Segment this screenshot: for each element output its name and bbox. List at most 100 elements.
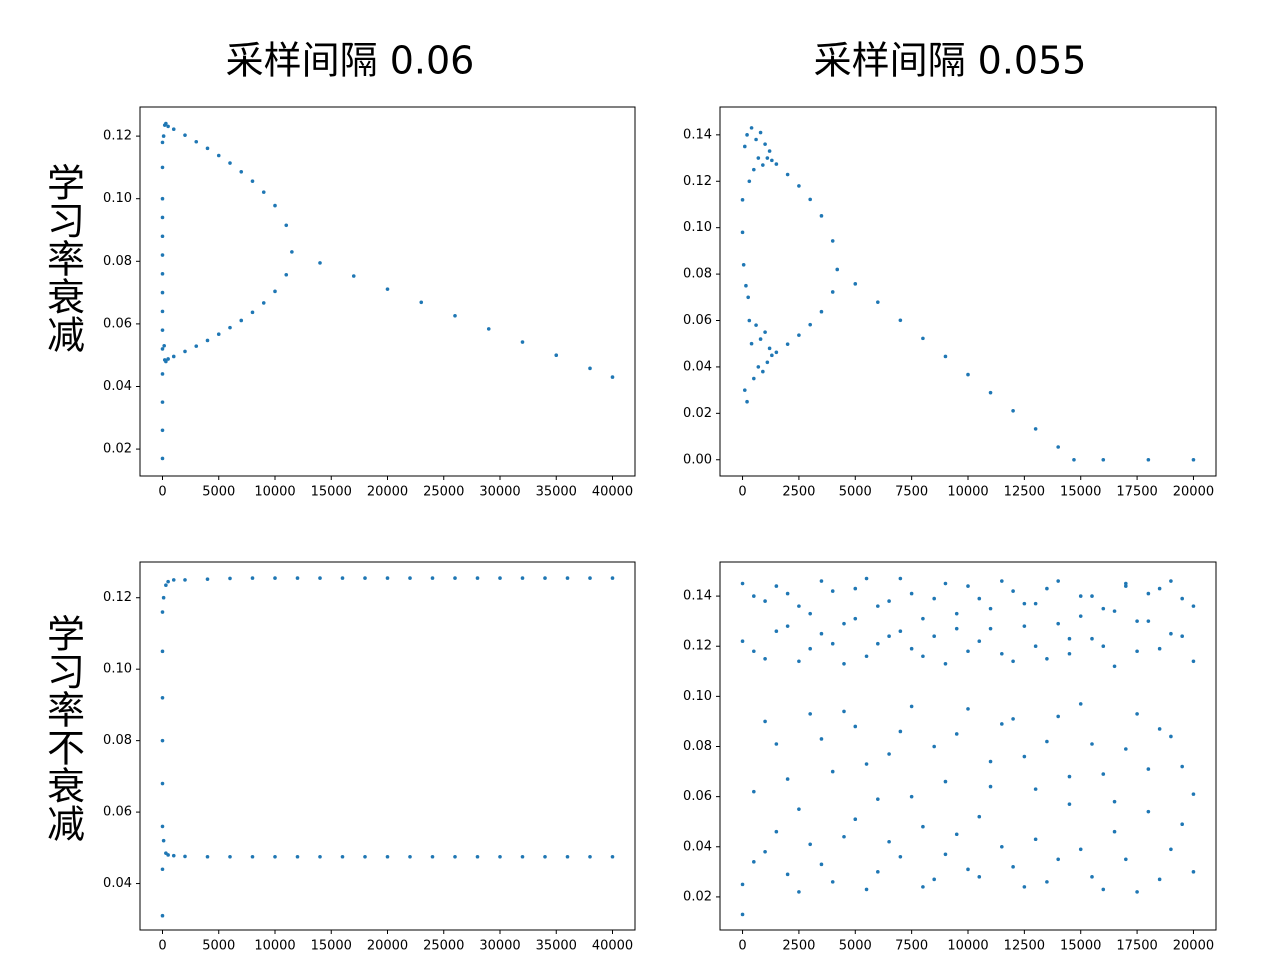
point bbox=[250, 576, 255, 580]
point bbox=[785, 777, 790, 781]
point bbox=[741, 263, 746, 267]
point bbox=[498, 854, 502, 859]
point bbox=[921, 654, 925, 659]
x-tick-label: 15000 bbox=[1060, 939, 1101, 954]
y-tick-label: 0.06 bbox=[103, 316, 132, 331]
point bbox=[520, 576, 525, 580]
point bbox=[876, 604, 880, 608]
point bbox=[954, 832, 959, 837]
point bbox=[988, 759, 993, 764]
point bbox=[385, 287, 390, 291]
point bbox=[408, 854, 412, 859]
y-tick-label: 0.08 bbox=[103, 254, 132, 269]
point bbox=[261, 301, 266, 305]
point bbox=[819, 737, 824, 741]
point bbox=[752, 789, 756, 794]
point bbox=[743, 388, 747, 392]
point bbox=[171, 578, 176, 582]
point bbox=[853, 586, 858, 591]
point bbox=[785, 591, 790, 596]
point bbox=[943, 354, 948, 359]
point bbox=[864, 762, 869, 766]
y-tick-label: 0.12 bbox=[683, 174, 712, 189]
point bbox=[318, 576, 322, 580]
point bbox=[1101, 772, 1106, 776]
y-tick-label: 0.14 bbox=[683, 127, 712, 142]
point bbox=[1191, 457, 1196, 462]
point bbox=[183, 578, 187, 582]
point bbox=[1033, 427, 1038, 431]
point bbox=[216, 153, 221, 158]
point bbox=[954, 626, 959, 631]
y-tick-label: 0.06 bbox=[683, 313, 712, 328]
point bbox=[171, 853, 176, 858]
x-tick-label: 7500 bbox=[895, 485, 928, 500]
point bbox=[228, 576, 232, 581]
point bbox=[1056, 445, 1060, 449]
point bbox=[758, 337, 763, 341]
y-tick-label: 0.02 bbox=[683, 889, 712, 904]
x-tick-label: 10000 bbox=[947, 485, 988, 500]
point bbox=[1067, 636, 1072, 641]
point bbox=[340, 576, 345, 580]
point bbox=[453, 576, 457, 580]
point bbox=[1191, 659, 1196, 664]
y-tick-label: 0.04 bbox=[683, 839, 712, 854]
y-tick-label: 0.10 bbox=[103, 191, 132, 206]
row-label: 学习率衰减 bbox=[41, 163, 85, 353]
point bbox=[160, 428, 165, 433]
point bbox=[898, 629, 903, 633]
point bbox=[842, 661, 846, 666]
point bbox=[160, 328, 165, 332]
x-tick-label: 10000 bbox=[947, 939, 988, 954]
point bbox=[898, 729, 903, 734]
point bbox=[543, 854, 547, 859]
point bbox=[1090, 636, 1094, 641]
point bbox=[740, 230, 745, 235]
point bbox=[909, 794, 914, 799]
point bbox=[160, 290, 165, 295]
point bbox=[932, 744, 936, 749]
point bbox=[261, 190, 266, 194]
point bbox=[160, 738, 165, 743]
point bbox=[876, 797, 880, 801]
point bbox=[1124, 747, 1128, 751]
row-label: 学习率不衰减 bbox=[41, 614, 85, 842]
point bbox=[770, 353, 774, 358]
point bbox=[160, 456, 165, 461]
point bbox=[1078, 614, 1083, 618]
point bbox=[1033, 837, 1038, 842]
point bbox=[876, 641, 880, 646]
point bbox=[1180, 634, 1184, 639]
column-title: 采样间隔 0.06 bbox=[226, 39, 475, 83]
point bbox=[228, 325, 232, 330]
point bbox=[797, 333, 801, 337]
point bbox=[758, 130, 763, 135]
point bbox=[1112, 829, 1117, 834]
point bbox=[160, 610, 165, 614]
point bbox=[966, 649, 970, 654]
point bbox=[808, 712, 812, 716]
point bbox=[160, 695, 165, 700]
point bbox=[228, 161, 232, 165]
point bbox=[830, 239, 835, 243]
point bbox=[160, 165, 165, 170]
point bbox=[1191, 870, 1196, 874]
point bbox=[864, 576, 869, 581]
point bbox=[430, 576, 435, 580]
point bbox=[250, 179, 255, 183]
point bbox=[419, 300, 424, 305]
point bbox=[943, 852, 948, 857]
point bbox=[1022, 624, 1027, 628]
x-tick-label: 2500 bbox=[782, 485, 815, 500]
point bbox=[752, 860, 756, 864]
point bbox=[183, 854, 187, 859]
point bbox=[554, 353, 559, 357]
point bbox=[1011, 408, 1015, 413]
point bbox=[774, 584, 779, 588]
axes-frame bbox=[139, 561, 636, 931]
point bbox=[318, 261, 322, 265]
x-tick-label: 10000 bbox=[254, 939, 295, 954]
x-tick-label: 5000 bbox=[839, 485, 872, 500]
x-tick-label: 0 bbox=[158, 485, 166, 500]
